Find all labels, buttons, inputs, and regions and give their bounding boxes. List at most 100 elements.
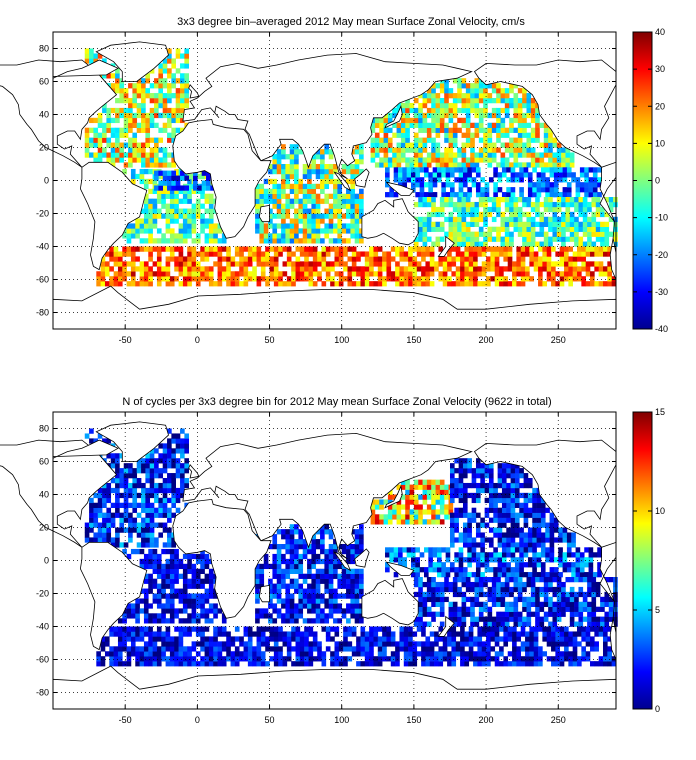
bin-cell: [478, 577, 484, 583]
bin-cell: [487, 586, 493, 593]
bin-cell: [359, 524, 364, 530]
bin-cell: [328, 573, 334, 579]
bin-cell: [187, 631, 192, 637]
bin-cell: [395, 271, 400, 277]
bin-cell: [333, 539, 338, 545]
bin-cell: [184, 58, 189, 64]
bin-cell: [445, 192, 451, 198]
bin-cell: [350, 544, 356, 550]
bin-cell: [156, 573, 162, 579]
bin-cell: [162, 458, 168, 464]
bin-cell: [478, 137, 484, 143]
bin-cell: [162, 170, 168, 176]
bin-cell: [526, 231, 532, 237]
bin-cell: [317, 276, 322, 282]
bin-cell: [519, 552, 524, 558]
bin-cell: [370, 509, 376, 515]
bin-cell: [465, 83, 471, 89]
bin-cell: [307, 218, 312, 224]
bin-cell: [396, 152, 402, 158]
bin-cell: [204, 646, 210, 652]
bin-cell: [519, 557, 524, 563]
bin-cell: [457, 206, 462, 213]
bin-cell: [143, 178, 149, 185]
bin-cell: [435, 152, 441, 158]
bin-cell: [532, 512, 537, 518]
bin-cell: [509, 221, 514, 227]
bin-cell: [152, 246, 158, 252]
bin-cell: [478, 601, 484, 607]
bin-cell: [587, 231, 592, 237]
bin-cell: [148, 613, 153, 619]
bin-cell: [208, 568, 214, 574]
bin-cell: [97, 487, 103, 494]
bin-cell: [281, 228, 286, 234]
bin-cell: [243, 656, 249, 662]
bin-cell: [204, 641, 210, 647]
bin-cell: [272, 154, 278, 160]
bin-cell: [591, 197, 597, 203]
bin-cell: [526, 616, 532, 622]
bin-cell: [613, 621, 618, 627]
bin-cell: [145, 127, 151, 133]
bin-cell: [243, 271, 249, 277]
bin-cell: [497, 463, 503, 469]
bin-cell: [139, 223, 145, 229]
bin-cell: [411, 187, 416, 193]
bin-cell: [193, 185, 198, 191]
bin-cell: [474, 601, 480, 607]
bin-cell: [382, 281, 387, 287]
bin-cell: [462, 458, 468, 464]
bin-cell: [370, 137, 376, 143]
bin-cell: [597, 177, 602, 183]
bin-cell: [255, 588, 260, 594]
bin-cell: [291, 281, 296, 287]
bin-cell: [200, 251, 205, 257]
bin-cell: [424, 172, 429, 178]
bin-cell: [126, 626, 132, 632]
bin-cell: [577, 271, 582, 277]
bin-cell: [200, 558, 205, 565]
bin-cell: [552, 577, 558, 583]
bin-cell: [149, 122, 155, 128]
bin-cell: [461, 93, 467, 99]
bin-cell: [169, 281, 175, 287]
bin-cell: [478, 107, 484, 114]
bin-cell: [139, 608, 145, 614]
bin-cell: [471, 507, 477, 513]
bin-cell: [568, 256, 573, 262]
bin-cell: [139, 598, 145, 604]
bin-cell: [513, 117, 519, 124]
bin-cell: [543, 591, 549, 598]
bin-cell: [566, 172, 572, 178]
bin-cell: [180, 463, 185, 469]
bin-cell: [390, 276, 396, 282]
bin-cell: [478, 586, 484, 593]
bin-cell: [535, 577, 540, 583]
bin-cell: [268, 164, 273, 170]
bin-cell: [493, 492, 498, 499]
bin-cell: [532, 542, 537, 548]
bin-cell: [337, 183, 343, 190]
bin-cell: [465, 112, 471, 119]
bin-cell: [230, 271, 236, 277]
bin-cell: [396, 484, 402, 490]
bin-cell: [448, 606, 454, 612]
bin-cell: [434, 261, 439, 267]
bin-cell: [429, 246, 435, 252]
bin-cell: [447, 281, 452, 287]
bin-cell: [289, 608, 295, 614]
bin-cell: [561, 201, 566, 208]
bin-cell: [592, 182, 598, 188]
bin-cell: [187, 276, 192, 282]
bin-cell: [281, 603, 286, 609]
bin-cell: [462, 167, 468, 173]
bin-cell: [395, 251, 400, 257]
bin-cell: [493, 532, 498, 538]
bin-cell: [553, 167, 559, 173]
bin-cell: [175, 117, 181, 124]
bin-cell: [488, 177, 494, 183]
bin-cell: [526, 142, 532, 148]
bin-cell: [149, 107, 155, 114]
bin-cell: [294, 168, 299, 175]
